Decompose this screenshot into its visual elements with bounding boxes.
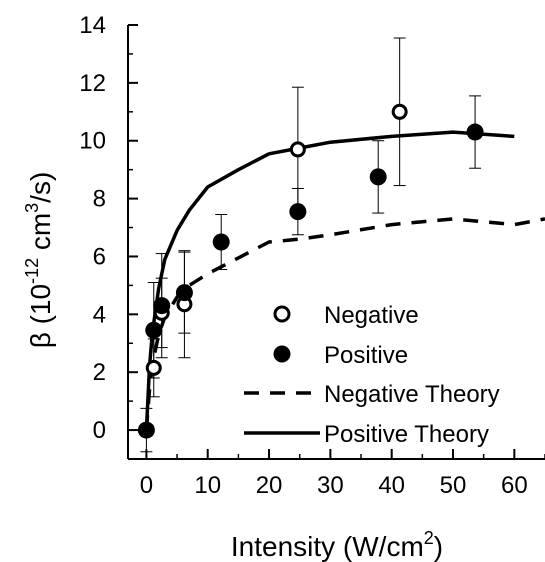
y-tick-label: 10 [79, 128, 106, 155]
positive-point [153, 297, 171, 315]
x-tick-label: 40 [378, 472, 405, 499]
y-tick-label: 0 [93, 417, 106, 444]
legend-item-positive: Positive [273, 342, 408, 369]
positive-point [145, 321, 163, 339]
positive-point [289, 203, 307, 221]
y-tick-label: 6 [93, 243, 106, 270]
legend-label-negative-theory: Negative Theory [324, 381, 500, 408]
y-axis-title: β (10-12 cm3/s) [22, 172, 56, 349]
x-tick-label: 50 [440, 472, 467, 499]
legend-item-negative-theory: Negative Theory [244, 381, 500, 408]
x-tick-label: 20 [256, 472, 283, 499]
y-tick-label: 2 [93, 359, 106, 386]
negative-theory-line [144, 217, 545, 431]
positive-point [137, 421, 155, 439]
negative-point [289, 141, 306, 158]
positive-point [369, 168, 387, 186]
legend-item-negative: Negative [273, 302, 419, 329]
negative-point [391, 103, 408, 120]
y-tick-label: 12 [79, 70, 106, 97]
legend-marker-positive [273, 345, 291, 363]
x-tick-label: 10 [194, 472, 221, 499]
series-layer [137, 37, 545, 453]
x-tick-label: 30 [317, 472, 344, 499]
axes: 0 2 4 6 8 10 12 14 0 10 20 30 40 50 60 [79, 12, 545, 499]
legend: Negative Positive Negative Theory Positi… [244, 302, 500, 448]
x-tick-label: 60 [501, 472, 528, 499]
legend-marker-negative [273, 305, 291, 323]
positive-point [212, 233, 230, 251]
positive-theory-line [144, 130, 515, 431]
legend-label-positive-theory: Positive Theory [324, 421, 489, 448]
x-axis-title: Intensity (W/cm2) [231, 528, 443, 562]
legend-label-positive: Positive [324, 342, 408, 369]
legend-label-negative: Negative [324, 302, 419, 329]
y-tick-label: 8 [93, 186, 106, 213]
negative-point [145, 359, 162, 376]
x-tick-label: 0 [140, 472, 153, 499]
positive-point [175, 284, 193, 302]
legend-item-positive-theory: Positive Theory [244, 421, 489, 448]
positive-point [466, 123, 484, 141]
y-tick-label: 14 [79, 12, 106, 39]
y-tick-label: 4 [93, 301, 106, 328]
